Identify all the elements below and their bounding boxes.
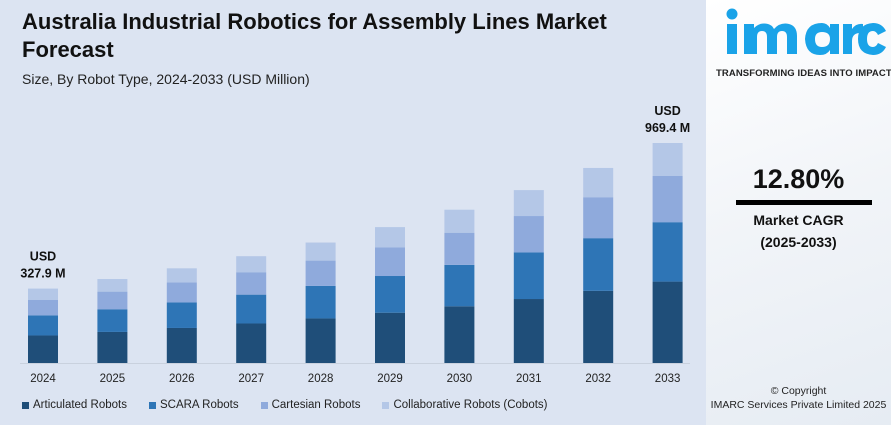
bar-segment-2028-1 bbox=[305, 285, 336, 319]
legend-swatch bbox=[148, 401, 156, 409]
bar-segment-2026-2 bbox=[166, 282, 197, 303]
bar-segment-2030-1 bbox=[444, 264, 475, 307]
bar-segment-2030-3 bbox=[444, 209, 475, 233]
bar-segment-2027-1 bbox=[236, 294, 267, 324]
bar-segment-2031-1 bbox=[513, 252, 544, 300]
total-annotation: USD bbox=[30, 250, 56, 264]
legend: Articulated Robots SCARA Robots Cartesian … bbox=[22, 398, 548, 412]
legend-swatch bbox=[382, 401, 390, 409]
legend-item: Cartesian Robots bbox=[260, 398, 361, 412]
legend-item: Collaborative Robots (Cobots) bbox=[382, 398, 548, 412]
bar-segment-2032-0 bbox=[583, 290, 614, 363]
bar-segment-2031-2 bbox=[513, 216, 544, 253]
x-tick-label: 2028 bbox=[308, 373, 334, 385]
x-tick-label: 2029 bbox=[377, 373, 403, 385]
bar-segment-2024-3 bbox=[28, 288, 58, 300]
bar-segment-2026-3 bbox=[166, 268, 197, 283]
total-annotation: USD bbox=[654, 104, 680, 118]
bar-segment-2024-2 bbox=[28, 299, 58, 316]
x-tick-label: 2033 bbox=[655, 373, 681, 385]
bar-segment-2032-3 bbox=[583, 167, 614, 198]
bar-segment-2025-1 bbox=[97, 309, 128, 332]
cagr-value: 12.80% bbox=[752, 164, 845, 194]
bar-segment-2032-2 bbox=[583, 197, 614, 239]
brand-tagline: TRANSFORMING IDEAS INTO IMPACT bbox=[716, 68, 891, 79]
bar-segment-2027-3 bbox=[236, 256, 267, 273]
bar-segment-2029-3 bbox=[375, 227, 405, 248]
bar-segment-2024-1 bbox=[28, 315, 58, 336]
bar-segment-2025-2 bbox=[97, 291, 128, 310]
bar-segment-2033-1 bbox=[652, 222, 683, 282]
legend-label: Articulated Robots bbox=[33, 399, 127, 411]
legend-label: Collaborative Robots (Cobots) bbox=[393, 399, 548, 411]
chart-subtitle: Size, By Robot Type, 2024-2033 (USD Mill… bbox=[22, 71, 310, 87]
bar-segment-2033-0 bbox=[652, 281, 683, 363]
bar-segment-2026-1 bbox=[166, 302, 197, 328]
bar-segment-2029-1 bbox=[375, 276, 405, 313]
company: IMARC Services Private Limited 2025 bbox=[710, 399, 887, 411]
legend-label: SCARA Robots bbox=[159, 399, 239, 411]
side-panel: TRANSFORMING IDEAS INTO IMPACT 12.80% Ma… bbox=[706, 0, 891, 425]
legend-item: SCARA Robots bbox=[148, 398, 239, 412]
copyright: © Copyright bbox=[770, 385, 827, 397]
bar-segment-2030-0 bbox=[444, 306, 475, 363]
bar-segment-2028-0 bbox=[305, 318, 336, 363]
cagr-label: Market CAGR bbox=[753, 212, 844, 228]
x-tick-label: 2025 bbox=[100, 373, 126, 385]
bar-segment-2024-0 bbox=[28, 335, 58, 363]
bar-segment-2027-2 bbox=[236, 272, 267, 295]
legend-swatch bbox=[22, 401, 29, 409]
x-tick-label: 2032 bbox=[585, 373, 611, 385]
bar-segment-2031-0 bbox=[513, 299, 544, 363]
bar-segment-2033-2 bbox=[652, 175, 683, 223]
divider bbox=[736, 200, 872, 205]
x-tick-label: 2026 bbox=[169, 373, 195, 385]
bar-segment-2026-0 bbox=[166, 327, 197, 363]
bar-segment-2032-1 bbox=[583, 238, 614, 291]
bar-segment-2028-3 bbox=[305, 242, 336, 261]
bar-segment-2028-2 bbox=[305, 260, 336, 286]
bar-segment-2031-3 bbox=[513, 190, 544, 217]
total-annotation: 969.4 M bbox=[645, 121, 690, 135]
x-tick-label: 2031 bbox=[516, 373, 542, 385]
bar-segment-2030-2 bbox=[444, 232, 475, 265]
bar-segment-2025-3 bbox=[97, 279, 128, 292]
legend-item: Articulated Robots bbox=[22, 398, 127, 412]
legend-swatch bbox=[260, 401, 268, 409]
legend-label: Cartesian Robots bbox=[271, 399, 361, 411]
bar-segment-2033-3 bbox=[652, 143, 683, 176]
x-tick-label: 2030 bbox=[447, 373, 473, 385]
imarc-logo bbox=[726, 8, 886, 55]
bar-segment-2029-2 bbox=[375, 247, 405, 277]
stacked-bar-chart: 2024 2025 2026 2027 2028 2029 2030 2031 2032 2033… bbox=[20, 104, 690, 385]
bar-segment-2025-0 bbox=[97, 331, 128, 363]
bar-segment-2027-0 bbox=[236, 323, 267, 363]
x-tick-label: 2024 bbox=[30, 373, 56, 385]
chart-title: Australia Industrial Robotics for Assemb… bbox=[22, 9, 607, 62]
bar-segment-2029-0 bbox=[375, 312, 405, 363]
total-annotation: 327.9 M bbox=[20, 267, 65, 281]
cagr-period: (2025-2033) bbox=[760, 234, 837, 250]
x-tick-label: 2027 bbox=[238, 373, 264, 385]
